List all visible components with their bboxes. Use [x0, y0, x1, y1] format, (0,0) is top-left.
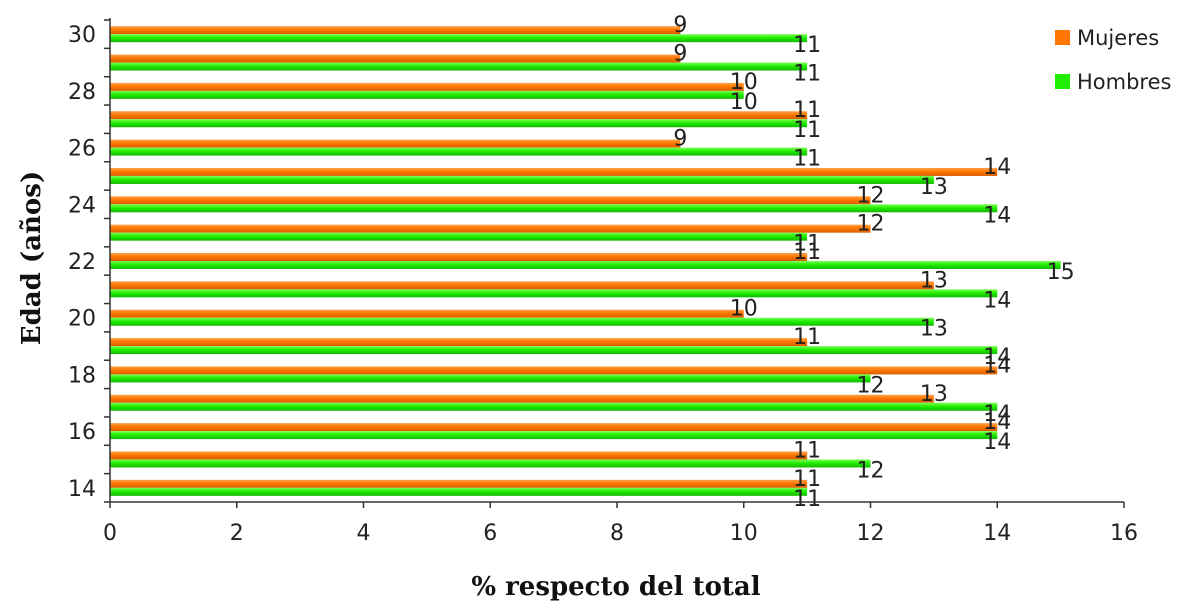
x-tick-label-6: 6: [483, 521, 497, 546]
bar-mujeres-age-25: [110, 167, 998, 176]
x-tick-label-8: 8: [610, 521, 624, 546]
bar-mujeres-age-26: [110, 139, 681, 148]
x-tick-label-16: 16: [1110, 521, 1138, 546]
bar-hombres-age-22: [110, 261, 1061, 269]
data-label-hombres-age-16: 14: [983, 430, 1011, 455]
data-label-hombres-age-21: 14: [983, 288, 1011, 313]
bar-hombres-age-27: [110, 119, 808, 128]
legend: Mujeres Hombres: [1055, 26, 1171, 94]
bar-hombres-age-28: [110, 90, 744, 99]
x-tick-label-12: 12: [857, 521, 885, 546]
bar-hombres-age-23: [110, 232, 808, 241]
bar-mujeres-age-24: [110, 196, 871, 205]
bar-hombres-age-20: [110, 317, 934, 326]
data-label-hombres-age-20: 13: [920, 317, 948, 342]
data-label-hombres-age-19: 14: [983, 345, 1011, 370]
bar-mujeres-age-22: [110, 253, 808, 261]
bars: [110, 26, 1061, 496]
data-label-mujeres-age-14: 11: [793, 467, 821, 492]
data-label-mujeres-age-30: 9: [673, 13, 687, 38]
bar-mujeres-age-16: [110, 423, 998, 432]
y-tick-label-14: 14: [68, 477, 96, 502]
data-label-mujeres-age-24: 12: [857, 183, 885, 208]
bar-hombres-age-16: [110, 431, 998, 440]
data-label-mujeres-age-21: 13: [920, 268, 948, 293]
data-label-mujeres-age-26: 9: [673, 127, 687, 152]
data-label-hombres-age-26: 11: [793, 147, 821, 172]
data-label-hombres-age-15: 12: [857, 458, 885, 483]
bar-mujeres-age-21: [110, 281, 934, 290]
data-label-hombres-age-23: 11: [793, 232, 821, 257]
bar-mujeres-age-27: [110, 111, 808, 120]
data-label-mujeres-age-19: 11: [793, 325, 821, 350]
x-axis-title: % respecto del total: [471, 572, 760, 602]
data-label-mujeres-age-22: 11: [793, 240, 821, 265]
data-label-mujeres-age-16: 14: [983, 410, 1011, 435]
bar-mujeres-age-28: [110, 82, 744, 91]
bar-mujeres-age-30: [110, 26, 681, 35]
data-label-hombres-age-30: 11: [793, 33, 821, 58]
legend-label-hombres: Hombres: [1077, 70, 1171, 94]
bar-hombres-age-17: [110, 402, 998, 411]
bar-mujeres-age-17: [110, 394, 934, 403]
bar-mujeres-age-18: [110, 366, 998, 375]
x-tick-label-0: 0: [103, 521, 117, 546]
axes: [104, 18, 1125, 508]
bar-hombres-age-24: [110, 204, 998, 213]
bar-hombres-age-14: [110, 487, 808, 496]
bar-mujeres-age-23: [110, 224, 871, 233]
data-label-mujeres-age-15: 11: [793, 438, 821, 463]
bar-mujeres-age-29: [110, 54, 681, 63]
bar-mujeres-age-20: [110, 309, 744, 318]
bar-mujeres-age-19: [110, 338, 808, 347]
y-tick-label-18: 18: [68, 363, 96, 388]
bar-hombres-age-25: [110, 175, 934, 184]
data-label-hombres-age-27: 11: [793, 118, 821, 143]
bar-hombres-age-15: [110, 459, 871, 468]
data-label-mujeres-age-23: 12: [857, 212, 885, 237]
bar-hombres-age-21: [110, 289, 998, 298]
bar-hombres-age-19: [110, 346, 998, 355]
bar-mujeres-age-14: [110, 479, 808, 488]
x-tick-label-2: 2: [230, 521, 244, 546]
legend-swatch-mujeres: [1055, 30, 1070, 45]
data-label-hombres-age-18: 12: [857, 373, 885, 398]
x-tick-label-14: 14: [983, 521, 1011, 546]
data-label-mujeres-age-27: 11: [793, 98, 821, 123]
bar-hombres-age-26: [110, 147, 808, 156]
y-tick-label-22: 22: [68, 250, 96, 275]
data-label-mujeres-age-20: 10: [730, 297, 758, 322]
data-label-mujeres-age-29: 9: [673, 42, 687, 67]
y-axis-title: Edad (años): [17, 171, 47, 345]
y-tick-label-24: 24: [68, 193, 96, 218]
bar-mujeres-age-15: [110, 451, 808, 460]
bar-hombres-age-18: [110, 374, 871, 383]
data-label-mujeres-age-17: 13: [920, 382, 948, 407]
y-tick-label-30: 30: [68, 23, 96, 48]
y-tick-label-20: 20: [68, 307, 96, 332]
data-label-mujeres-age-25: 14: [983, 155, 1011, 180]
bar-hombres-age-29: [110, 62, 808, 71]
data-label-hombres-age-22: 15: [1047, 260, 1075, 285]
data-label-hombres-age-14: 11: [793, 487, 821, 512]
data-label-hombres-age-24: 14: [983, 203, 1011, 228]
legend-swatch-hombres: [1055, 74, 1070, 89]
data-label-hombres-age-25: 13: [920, 175, 948, 200]
bar-hombres-age-30: [110, 34, 808, 43]
data-label-hombres-age-28: 10: [730, 90, 758, 115]
y-tick-label-16: 16: [68, 420, 96, 445]
y-tick-label-26: 26: [68, 137, 96, 162]
data-label-hombres-age-17: 14: [983, 402, 1011, 427]
data-label-hombres-age-29: 11: [793, 62, 821, 87]
data-label-mujeres-age-28: 10: [730, 70, 758, 95]
y-tick-label-28: 28: [68, 80, 96, 105]
data-label-mujeres-age-18: 14: [983, 353, 1011, 378]
legend-label-mujeres: Mujeres: [1077, 26, 1159, 50]
x-tick-label-10: 10: [730, 521, 758, 546]
data-labels: 1111111214141314141211141013131411151211…: [673, 13, 1074, 512]
x-tick-label-4: 4: [357, 521, 371, 546]
